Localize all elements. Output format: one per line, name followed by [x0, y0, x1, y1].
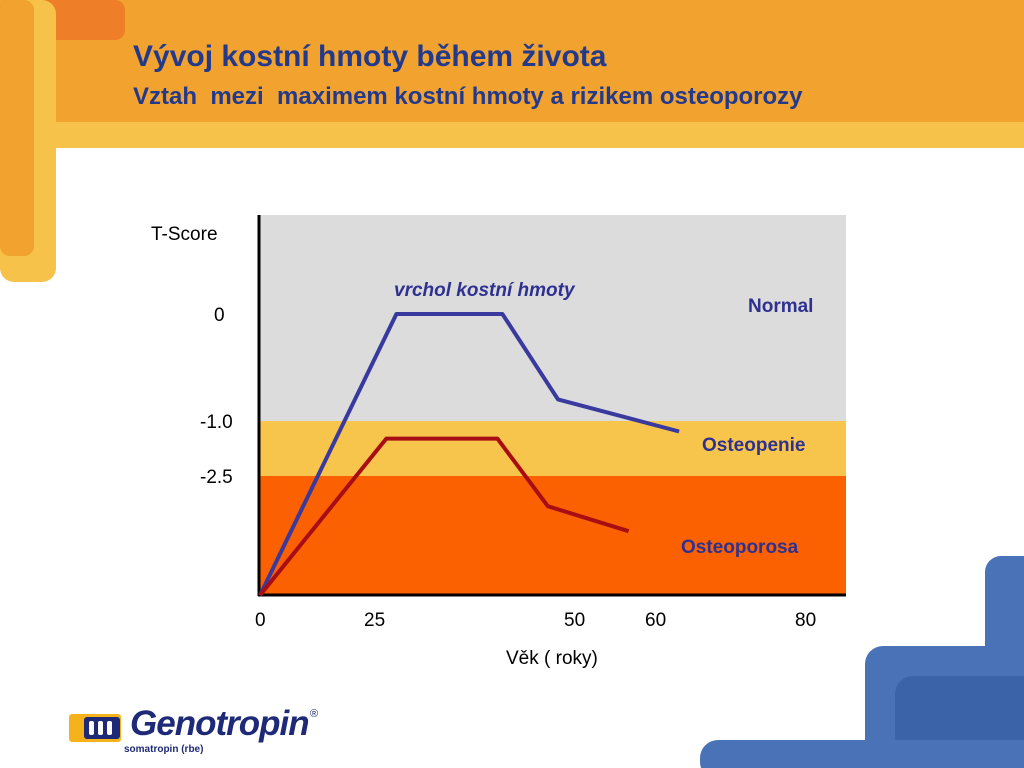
peak-annotation: vrchol kostní hmoty [394, 280, 575, 301]
logo-tagline: somatropin (rbe) [124, 744, 204, 755]
page-subtitle: Vztah mezi maximem kostní hmoty a rizike… [133, 83, 803, 110]
zone-osteoporosis [260, 476, 846, 594]
logo-name: Genotropin [130, 704, 310, 743]
blue-block-bottom [700, 740, 1024, 768]
logo-registered: ® [310, 708, 319, 720]
zone-normal [260, 215, 846, 421]
y-tick-label: 0 [214, 305, 225, 326]
x-tick-label: 0 [255, 610, 266, 631]
x-axis-label: Věk ( roky) [506, 648, 598, 669]
x-tick-label: 60 [645, 610, 667, 631]
left-bar-orange [0, 0, 34, 256]
y-tick-label: -1.0 [200, 412, 233, 433]
series-layer [258, 312, 680, 597]
zone-label-normal: Normal [748, 296, 814, 317]
zone-osteopenia [260, 421, 846, 476]
zone-label-osteopenia: Osteopenie [702, 435, 806, 456]
y-tick-label: -2.5 [200, 467, 233, 488]
header-band-orange [0, 0, 1024, 122]
logo-mark-icon [69, 714, 121, 742]
x-tick-label: 50 [564, 610, 586, 631]
y-axis-label: T-Score [151, 224, 218, 245]
x-tick-label: 80 [795, 610, 817, 631]
x-tick-label: 25 [364, 610, 386, 631]
page-title: Vývoj kostní hmoty během života [133, 40, 607, 73]
zone-label-osteoporosis: Osteoporosa [681, 537, 799, 558]
